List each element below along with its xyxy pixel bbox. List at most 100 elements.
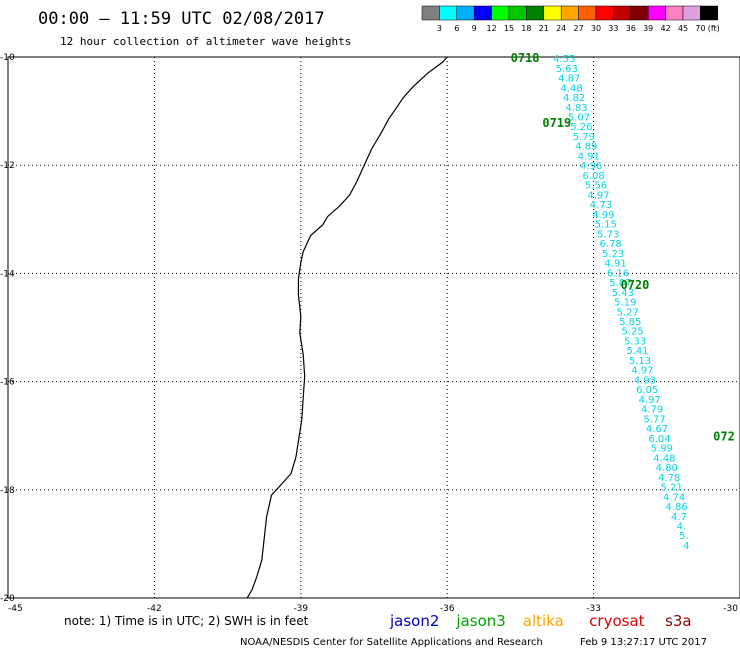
colorbar-label: 36 bbox=[626, 24, 636, 33]
swh-value: 4.7 bbox=[671, 512, 687, 523]
swh-value: 4.83 bbox=[565, 103, 587, 114]
swh-value: 4.91 bbox=[604, 259, 626, 270]
swh-value: 5.41 bbox=[626, 346, 648, 357]
swh-value: 6.08 bbox=[582, 171, 604, 182]
x-tick-label: -36 bbox=[440, 604, 455, 614]
colorbar-swatch bbox=[682, 5, 701, 21]
swh-value: 5.07 bbox=[568, 113, 590, 124]
swh-value: 6.05 bbox=[636, 385, 658, 396]
colorbar-swatch bbox=[526, 5, 545, 21]
colorbar-label: 42 bbox=[661, 24, 671, 33]
swh-value: 5.77 bbox=[643, 414, 665, 425]
colorbar-label: 6 bbox=[454, 24, 459, 33]
colorbar-label: 24 bbox=[556, 24, 566, 33]
x-axis-ticks: -45 -42 -39 -36 -33 -30 bbox=[8, 604, 738, 614]
colorbar-swatch bbox=[595, 5, 614, 21]
swh-value: 6.78 bbox=[600, 239, 622, 250]
pass-time-labels: 0718 0719 0720 072 bbox=[511, 51, 735, 444]
colorbar-swatch bbox=[421, 5, 440, 21]
swh-value: 5.07 bbox=[609, 278, 631, 289]
y-axis-ticks: -10 -12 -14 -16 -18 -20 bbox=[0, 53, 15, 604]
swh-value: 5.13 bbox=[629, 356, 651, 367]
colorbar-legend: 3 6 9 12 15 18 21 24 27 30 33 36 39 42 45 70 (ft) bbox=[421, 5, 720, 33]
swh-value: 6.04 bbox=[648, 434, 670, 445]
swh-value: 5. bbox=[679, 531, 689, 542]
swh-value: 4.91 bbox=[578, 151, 600, 162]
colorbar-label: 21 bbox=[539, 24, 549, 33]
footer-credit: NOAA/NESDIS Center for Satellite Applica… bbox=[240, 637, 543, 648]
pass-time-label: 0720 bbox=[620, 278, 649, 292]
swh-value: 4.82 bbox=[563, 93, 585, 104]
y-tick-label: -12 bbox=[0, 161, 15, 171]
swh-value: 5.33 bbox=[624, 336, 646, 347]
colorbar-label: 9 bbox=[472, 24, 477, 33]
colorbar-swatch bbox=[700, 5, 719, 21]
pass-time-label: 0719 bbox=[542, 116, 571, 130]
y-tick-label: -14 bbox=[0, 269, 15, 279]
y-tick-label: -20 bbox=[0, 594, 15, 604]
swh-value: 4.73 bbox=[590, 200, 612, 211]
satellite-name: cryosat bbox=[589, 612, 644, 630]
footer-timestamp: Feb 9 13:27:17 UTC 2017 bbox=[580, 637, 707, 648]
swh-value: 4 bbox=[683, 541, 689, 552]
colorbar-label: 15 bbox=[504, 24, 514, 33]
swh-value: 5.63 bbox=[556, 64, 578, 75]
chart-title: 00:00 – 11:59 UTC 02/08/2017 bbox=[38, 9, 325, 29]
swh-value: 5.56 bbox=[585, 181, 607, 192]
colorbar-unit: (ft) bbox=[708, 24, 720, 33]
swh-value: 5.27 bbox=[617, 307, 639, 318]
swh-value: 5.25 bbox=[622, 327, 644, 338]
swh-value: 5.79 bbox=[573, 132, 595, 143]
swh-value: 4.97 bbox=[639, 395, 661, 406]
satellite-name: altika bbox=[523, 612, 564, 630]
colorbar-label: 12 bbox=[487, 24, 497, 33]
colorbar-swatch bbox=[543, 5, 562, 21]
swh-value: 5.21 bbox=[661, 483, 683, 494]
swh-observations: 4.555.634.874.484.824.835.075.265.794.89… bbox=[553, 54, 689, 552]
y-tick-label: -16 bbox=[0, 378, 15, 388]
swh-value: 4.93 bbox=[634, 375, 656, 386]
colorbar-label: 18 bbox=[521, 24, 531, 33]
colorbar-swatch bbox=[630, 5, 649, 21]
swh-value: 5.23 bbox=[602, 249, 624, 260]
swh-value: 4. bbox=[677, 522, 687, 533]
colorbar-swatch bbox=[578, 5, 597, 21]
colorbar-label: 30 bbox=[591, 24, 601, 33]
swh-value: 5.19 bbox=[614, 298, 636, 309]
swh-value: 4.55 bbox=[553, 54, 575, 65]
satellite-name: jason3 bbox=[455, 612, 505, 630]
footer-note: note: 1) Time is in UTC; 2) SWH is in fe… bbox=[64, 614, 309, 628]
colorbar-swatch bbox=[439, 5, 458, 21]
x-tick-label: -30 bbox=[723, 604, 738, 614]
swh-value: 5.99 bbox=[651, 444, 673, 455]
y-tick-label: -10 bbox=[0, 53, 15, 63]
swh-value: 4.99 bbox=[592, 210, 614, 221]
colorbar-swatch bbox=[508, 5, 527, 21]
satellite-name: s3a bbox=[665, 612, 692, 630]
colorbar-swatch bbox=[473, 5, 492, 21]
swh-value: 4.78 bbox=[658, 473, 680, 484]
y-tick-label: -18 bbox=[0, 486, 15, 496]
colorbar-swatch bbox=[613, 5, 632, 21]
swh-value: 5.26 bbox=[570, 122, 592, 133]
coastline bbox=[246, 56, 448, 599]
colorbar-label: 27 bbox=[574, 24, 584, 33]
colorbar-label: 3 bbox=[437, 24, 442, 33]
x-tick-label: -39 bbox=[293, 604, 308, 614]
swh-value: 5.85 bbox=[619, 317, 641, 328]
chart-subtitle: 12 hour collection of altimeter wave hei… bbox=[60, 35, 351, 48]
colorbar-swatch bbox=[647, 5, 666, 21]
swh-value: 4.86 bbox=[665, 502, 687, 513]
swh-value: 6.16 bbox=[607, 268, 629, 279]
colorbar-swatch bbox=[491, 5, 510, 21]
swh-value: 4.87 bbox=[558, 74, 580, 85]
plot-area: -45 -42 -39 -36 -33 -30 -10 -12 -14 -16 -18 -20 4.… bbox=[0, 51, 740, 614]
swh-value: 5.43 bbox=[612, 288, 634, 299]
colorbar-swatch bbox=[665, 5, 684, 21]
satellite-name: jason2 bbox=[389, 612, 439, 630]
plot-frame bbox=[7, 56, 740, 599]
swh-value: 5.15 bbox=[595, 220, 617, 231]
colorbar-label: 33 bbox=[608, 24, 618, 33]
swh-value: 4.48 bbox=[653, 453, 675, 464]
